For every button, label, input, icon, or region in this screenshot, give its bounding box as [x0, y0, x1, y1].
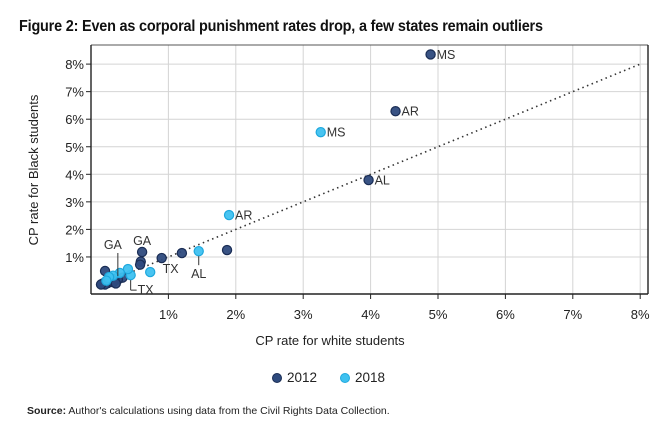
data-point-ms-2018[interactable]: [315, 126, 326, 138]
source-note: Source: Author's calculations using data…: [27, 405, 390, 417]
axes: [86, 44, 649, 299]
annotation-ar-2012: AR: [402, 105, 419, 119]
gridlines: [91, 45, 648, 294]
data-point[interactable]: [176, 247, 188, 259]
annotation-ga-2012: GA: [133, 234, 152, 248]
x-tick-label: 2%: [226, 307, 245, 322]
legend-marker-2018: [340, 372, 350, 383]
legend-item-2012[interactable]: 2012: [272, 370, 317, 385]
data-point[interactable]: [145, 266, 156, 278]
data-point[interactable]: [134, 259, 146, 270]
annotation-ar-2018: AR: [235, 209, 252, 223]
y-axis-label: CP rate for Black students: [26, 94, 41, 245]
data-point-ar-2018[interactable]: [223, 209, 235, 221]
annotation-ms-2018: MS: [327, 126, 346, 140]
annotation-ga-2018: GA: [104, 238, 123, 252]
annotation-tx-2012: TX: [163, 262, 180, 276]
data-point-al-2012[interactable]: [363, 174, 374, 186]
y-tick-label: 3%: [65, 195, 84, 210]
y-tick-label: 2%: [65, 222, 84, 237]
data-point-ga-2012[interactable]: [136, 246, 148, 258]
x-tick-label: 7%: [563, 307, 582, 322]
reference-line-y-equals-x: [100, 63, 641, 286]
data-point-al-2018[interactable]: [193, 245, 204, 257]
legend-item-2018[interactable]: 2018: [340, 370, 385, 385]
annotations: GA GA TX TX AL AR MS AL AR MS: [104, 48, 456, 297]
data-point[interactable]: [221, 244, 233, 256]
data-point[interactable]: [122, 263, 134, 275]
x-tick-label: 6%: [496, 307, 515, 322]
y-tick-label: 5%: [65, 140, 84, 155]
y-tick-label: 1%: [65, 250, 84, 265]
data-point[interactable]: [101, 275, 112, 286]
legend-label-2012: 2012: [287, 370, 318, 385]
annotation-al-2018: AL: [191, 267, 206, 281]
source-label: Source:: [27, 405, 67, 417]
data-point-ar-2012[interactable]: [390, 106, 401, 117]
data-point-tx-2012[interactable]: [156, 252, 167, 264]
annotation-ms-2012: MS: [437, 48, 456, 62]
x-tick-label: 4%: [361, 307, 380, 322]
x-tick-label: 3%: [294, 307, 313, 322]
y-tick-label: 7%: [65, 85, 84, 100]
y-tick-label: 6%: [65, 112, 84, 127]
y-tick-label: 8%: [65, 57, 84, 72]
x-axis-label: CP rate for white students: [255, 333, 405, 348]
annotation-al-2012: AL: [375, 174, 390, 188]
source-text: Author's calculations using data from th…: [66, 405, 390, 417]
x-tick-label: 8%: [631, 307, 650, 322]
x-tick-label: 5%: [429, 307, 448, 322]
annotation-tx-2018: TX: [138, 283, 155, 297]
data-points: [95, 49, 436, 290]
chart-title: Figure 2: Even as corporal punishment ra…: [19, 18, 543, 35]
y-tick-label: 4%: [65, 167, 84, 182]
data-point-ms-2012[interactable]: [425, 49, 436, 60]
legend-marker-2012: [272, 372, 282, 383]
x-tick-label: 1%: [159, 307, 178, 322]
tick-labels: 1% 2% 3% 4% 5% 6% 7% 8% 1% 2% 3% 4% 5% 6% 7% 8%: [65, 57, 650, 322]
legend-label-2018: 2018: [355, 370, 386, 385]
